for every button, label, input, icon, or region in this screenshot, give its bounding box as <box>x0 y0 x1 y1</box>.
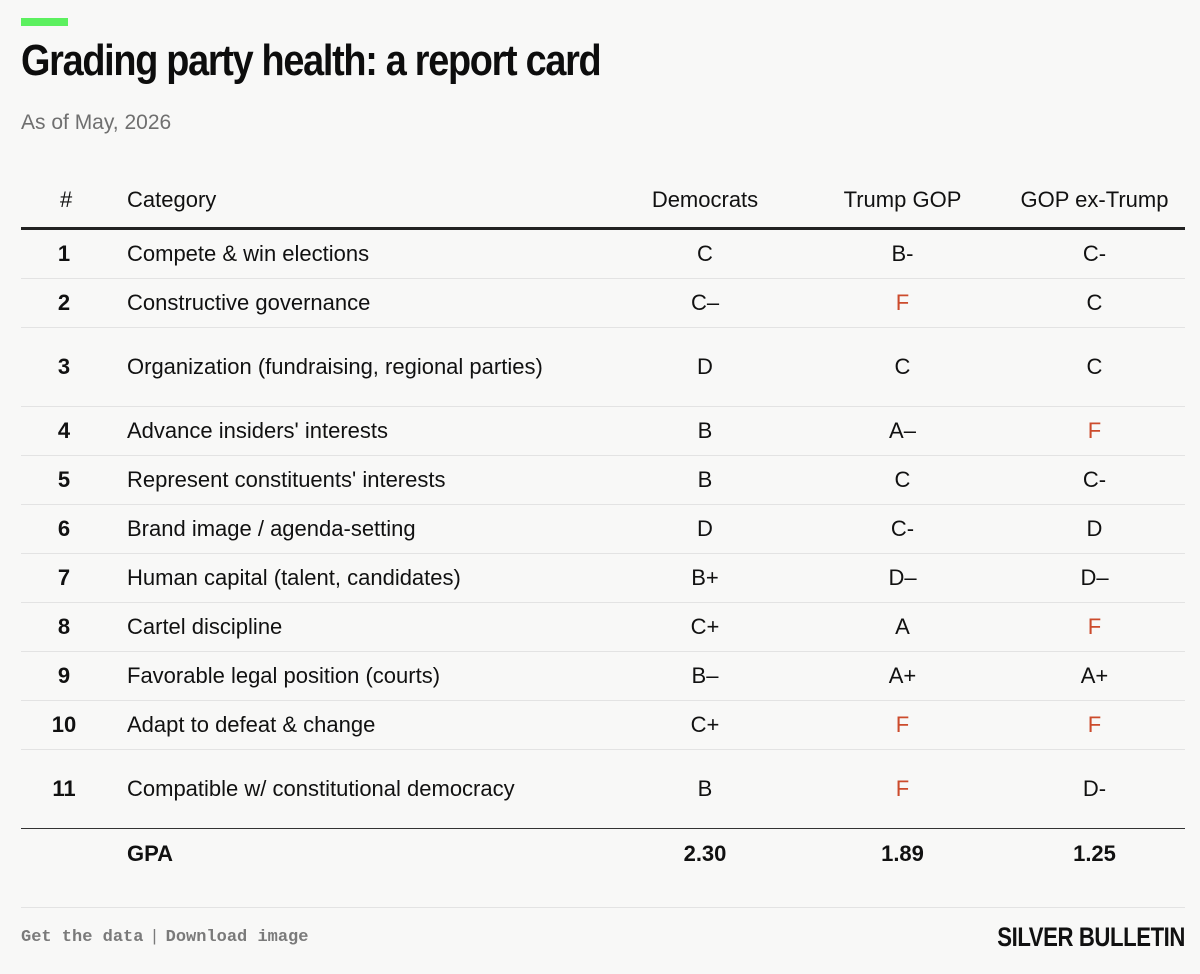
grade-trump-gop: B- <box>801 228 1004 279</box>
column-header-trump-gop: Trump GOP <box>801 172 1004 230</box>
gpa-row: GPA 2.30 1.89 1.25 <box>21 829 1185 880</box>
download-image-link[interactable]: Download image <box>165 928 309 947</box>
row-number: 7 <box>21 553 127 603</box>
row-number: 8 <box>21 602 127 652</box>
gpa-trump-gop: 1.89 <box>881 841 924 866</box>
grade-gop-ex-trump: F <box>1004 602 1185 652</box>
grade-trump-gop: F <box>801 749 1004 829</box>
table-body: 1 Compete & win elections C B- C- 2 Constructi… <box>21 228 1185 829</box>
row-category: Represent constituents' interests <box>127 455 609 505</box>
grade-democrats: C+ <box>609 602 801 652</box>
table-row: 5 Represent constituents' interests B C C- <box>21 455 1185 505</box>
column-header-category: Category <box>127 172 609 230</box>
column-header-num: # <box>21 172 127 230</box>
row-number: 4 <box>21 406 127 456</box>
column-header-democrats: Democrats <box>609 172 801 230</box>
row-category: Favorable legal position (courts) <box>127 651 609 701</box>
accent-bar <box>21 18 68 26</box>
grade-gop-ex-trump: D <box>1004 504 1185 554</box>
grade-democrats: D <box>609 327 801 407</box>
row-number: 5 <box>21 455 127 505</box>
grade-democrats: B <box>609 406 801 456</box>
row-number: 2 <box>21 278 127 328</box>
table-row: 10 Adapt to defeat & change C+ F F <box>21 700 1185 750</box>
report-card-table: # Category Democrats Trump GOP GOP ex-Tr… <box>21 172 1185 879</box>
chart-subtitle: As of May, 2026 <box>21 111 172 134</box>
grade-democrats: C– <box>609 278 801 328</box>
grade-gop-ex-trump: F <box>1004 406 1185 456</box>
grade-democrats: B– <box>609 651 801 701</box>
row-category: Advance insiders' interests <box>127 406 609 456</box>
table-row: 6 Brand image / agenda-setting D C- D <box>21 504 1185 554</box>
grade-trump-gop: F <box>801 700 1004 750</box>
get-data-link[interactable]: Get the data <box>21 928 144 947</box>
grade-democrats: C <box>609 228 801 279</box>
grade-gop-ex-trump: C <box>1004 327 1185 407</box>
gpa-label: GPA <box>127 841 174 866</box>
row-category: Organization (fundraising, regional part… <box>127 327 609 407</box>
table-row: 3 Organization (fundraising, regional par… <box>21 327 1185 407</box>
grade-gop-ex-trump: F <box>1004 700 1185 750</box>
grade-trump-gop: C- <box>801 504 1004 554</box>
row-number: 6 <box>21 504 127 554</box>
footer-separator: | <box>149 928 160 947</box>
footer-links: Get the data | Download image <box>21 928 308 947</box>
brand-logo: SILVER BULLETIN <box>997 922 1185 952</box>
row-category: Constructive governance <box>127 278 609 328</box>
row-category: Human capital (talent, candidates) <box>127 553 609 603</box>
gpa-gop-ex-trump: 1.25 <box>1073 841 1116 866</box>
table-row: 2 Constructive governance C– F C <box>21 278 1185 328</box>
grade-trump-gop: A– <box>801 406 1004 456</box>
gpa-spacer <box>21 829 127 880</box>
grade-democrats: C+ <box>609 700 801 750</box>
row-number: 10 <box>21 700 127 750</box>
table-header-row: # Category Democrats Trump GOP GOP ex-Tr… <box>21 172 1185 230</box>
grade-trump-gop: D– <box>801 553 1004 603</box>
table-row: 9 Favorable legal position (courts) B– A+ A+ <box>21 651 1185 701</box>
row-number: 1 <box>21 228 127 279</box>
row-category: Compatible w/ constitutional democracy <box>127 749 609 829</box>
row-category: Compete & win elections <box>127 228 609 279</box>
row-number: 9 <box>21 651 127 701</box>
grade-gop-ex-trump: C <box>1004 278 1185 328</box>
row-category: Cartel discipline <box>127 602 609 652</box>
table-row: 7 Human capital (talent, candidates) B+ D– D… <box>21 553 1185 603</box>
grade-gop-ex-trump: C- <box>1004 228 1185 279</box>
grade-gop-ex-trump: D- <box>1004 749 1185 829</box>
footer-divider <box>21 907 1185 908</box>
row-category: Adapt to defeat & change <box>127 700 609 750</box>
table-row: 4 Advance insiders' interests B A– F <box>21 406 1185 456</box>
grade-trump-gop: A+ <box>801 651 1004 701</box>
grade-democrats: B <box>609 455 801 505</box>
row-number: 11 <box>21 749 127 829</box>
grade-democrats: D <box>609 504 801 554</box>
grade-trump-gop: C <box>801 327 1004 407</box>
chart-title: Grading party health: a report card <box>21 36 602 85</box>
grade-trump-gop: F <box>801 278 1004 328</box>
row-category: Brand image / agenda-setting <box>127 504 609 554</box>
table-row: 8 Cartel discipline C+ A F <box>21 602 1185 652</box>
table-row: 11 Compatible w/ constitutional democracy… <box>21 749 1185 829</box>
grade-gop-ex-trump: C- <box>1004 455 1185 505</box>
grade-democrats: B <box>609 749 801 829</box>
grade-gop-ex-trump: D– <box>1004 553 1185 603</box>
grade-democrats: B+ <box>609 553 801 603</box>
row-number: 3 <box>21 327 127 407</box>
table-row: 1 Compete & win elections C B- C- <box>21 228 1185 279</box>
column-header-gop-ex-trump: GOP ex-Trump <box>1004 172 1185 230</box>
gpa-democrats: 2.30 <box>683 841 727 866</box>
grade-gop-ex-trump: A+ <box>1004 651 1185 701</box>
grade-trump-gop: A <box>801 602 1004 652</box>
grade-trump-gop: C <box>801 455 1004 505</box>
